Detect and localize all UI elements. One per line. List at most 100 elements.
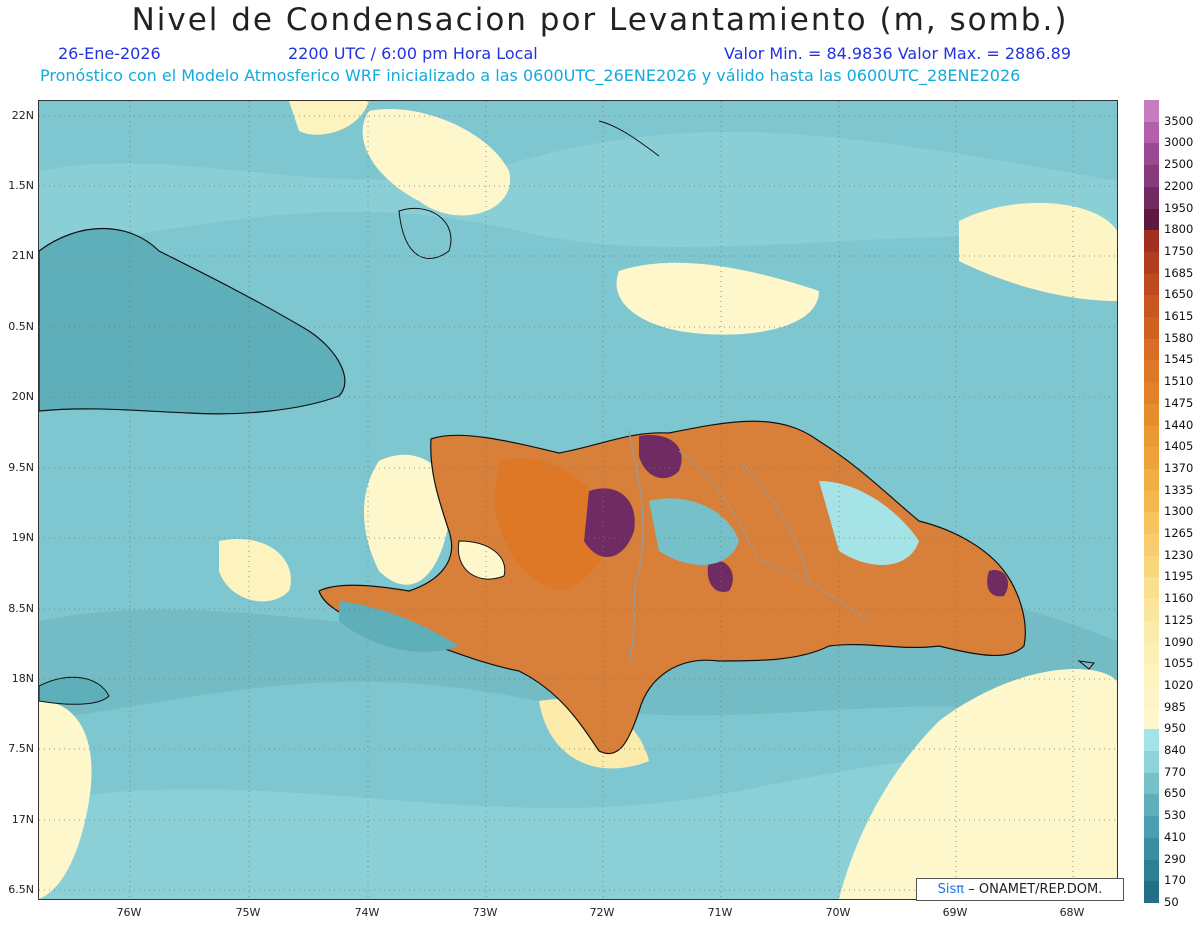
- legend-label: 1335: [1164, 482, 1194, 497]
- legend-label: 650: [1164, 786, 1186, 801]
- lon-label: 73W: [472, 906, 498, 919]
- lat-label: 1.5N: [8, 179, 34, 192]
- legend-swatch: [1144, 816, 1159, 839]
- legend-swatch: [1144, 707, 1159, 730]
- legend-swatch: [1144, 664, 1159, 687]
- legend-label: 2500: [1164, 157, 1194, 172]
- legend-label: 290: [1164, 851, 1186, 866]
- lat-label: 0.5N: [8, 320, 34, 333]
- lon-label: 69W: [942, 906, 968, 919]
- legend-swatch: [1144, 382, 1159, 405]
- lat-label: 7.5N: [8, 742, 34, 755]
- lat-label: 18N: [11, 672, 34, 685]
- legend-label: 1195: [1164, 569, 1194, 584]
- legend-swatch: [1144, 751, 1159, 774]
- legend-label: 1265: [1164, 526, 1194, 541]
- lat-label: 9.5N: [8, 461, 34, 474]
- credit-box: Sisπ – ONAMET/REP.DOM.: [916, 878, 1124, 901]
- lon-label: 72W: [589, 906, 615, 919]
- legend-label: 1405: [1164, 439, 1194, 454]
- lon-label: 70W: [825, 906, 851, 919]
- legend-swatch: [1144, 121, 1159, 144]
- legend-swatch: [1144, 599, 1159, 622]
- lon-label: 74W: [354, 906, 380, 919]
- legend-label: 1510: [1164, 374, 1194, 389]
- legend-swatch: [1144, 729, 1159, 752]
- lat-label: 20N: [11, 390, 34, 403]
- lat-label: 6.5N: [8, 883, 34, 896]
- legend-swatch: [1144, 143, 1159, 166]
- legend-label: 2200: [1164, 178, 1194, 193]
- credit-org: – ONAMET/REP.DOM.: [968, 882, 1103, 897]
- legend-swatch: [1144, 317, 1159, 340]
- legend-label: 1125: [1164, 612, 1194, 627]
- legend-label: 1090: [1164, 634, 1194, 649]
- legend-label: 1615: [1164, 309, 1194, 324]
- lcl-map: [39, 101, 1117, 899]
- legend-label: 3000: [1164, 135, 1194, 150]
- legend-label: 1800: [1164, 222, 1194, 237]
- legend-label: 1950: [1164, 200, 1194, 215]
- lon-label: 68W: [1059, 906, 1085, 919]
- lat-label: 8.5N: [8, 602, 34, 615]
- legend-swatch: [1144, 100, 1159, 123]
- legend-swatch: [1144, 425, 1159, 448]
- legend-label: 1020: [1164, 677, 1194, 692]
- legend-swatch: [1144, 534, 1159, 557]
- legend-label: 1685: [1164, 265, 1194, 280]
- legend-swatch: [1144, 360, 1159, 383]
- legend-swatch: [1144, 772, 1159, 795]
- legend-label: 985: [1164, 699, 1186, 714]
- lat-label: 17N: [11, 813, 34, 826]
- legend-swatch: [1144, 859, 1159, 882]
- legend-swatch: [1144, 620, 1159, 644]
- legend-label: 1300: [1164, 504, 1194, 519]
- legend-label: 1650: [1164, 287, 1194, 302]
- legend-swatch: [1144, 837, 1159, 861]
- legend-swatch: [1144, 447, 1159, 470]
- legend-swatch: [1144, 251, 1159, 275]
- legend-label: 410: [1164, 829, 1186, 844]
- time-label: 2200 UTC / 6:00 pm Hora Local: [288, 44, 538, 63]
- forecast-info: Pronóstico con el Modelo Atmosferico WRF…: [40, 66, 1021, 85]
- legend-swatch: [1144, 685, 1159, 709]
- sispi-logo: Sisπ: [937, 882, 965, 897]
- min-max-label: Valor Min. = 84.9836 Valor Max. = 2886.8…: [724, 44, 1072, 63]
- legend-label: 1580: [1164, 330, 1194, 345]
- legend-label: 1230: [1164, 547, 1194, 562]
- map-panel[interactable]: [38, 100, 1118, 900]
- lon-label: 76W: [116, 906, 142, 919]
- legend-label: 1545: [1164, 352, 1194, 367]
- lon-label: 71W: [707, 906, 733, 919]
- legend-label: 1475: [1164, 395, 1194, 410]
- legend-label: 770: [1164, 764, 1186, 779]
- legend-label: 950: [1164, 721, 1186, 736]
- legend-swatch: [1144, 642, 1159, 665]
- page-title: Nivel de Condensacion por Levantamiento …: [131, 2, 1069, 38]
- legend-swatch: [1144, 881, 1159, 904]
- legend-label: 1055: [1164, 656, 1194, 671]
- legend-label: 530: [1164, 808, 1186, 823]
- legend-swatch: [1144, 230, 1159, 253]
- lat-label: 22N: [11, 109, 34, 122]
- legend-swatch: [1144, 165, 1159, 188]
- legend-label: 1370: [1164, 460, 1194, 475]
- legend-swatch: [1144, 512, 1159, 535]
- legend-label: 50: [1164, 895, 1179, 909]
- legend-swatch: [1144, 468, 1159, 492]
- date-label: 26-Ene-2026: [58, 44, 161, 63]
- legend-swatch: [1144, 794, 1159, 817]
- legend-label: 1160: [1164, 591, 1194, 606]
- legend-label: 170: [1164, 873, 1186, 888]
- legend-swatch: [1144, 295, 1159, 318]
- lat-label: 19N: [11, 531, 34, 544]
- lat-label: 21N: [11, 249, 34, 262]
- legend-swatch: [1144, 186, 1159, 209]
- legend-swatch: [1144, 273, 1159, 296]
- legend-swatch: [1144, 490, 1159, 513]
- legend-swatch: [1144, 338, 1159, 361]
- legend-swatch: [1144, 208, 1159, 231]
- legend-label: 1440: [1164, 417, 1194, 432]
- legend-swatch: [1144, 577, 1159, 600]
- legend-label: 840: [1164, 743, 1186, 758]
